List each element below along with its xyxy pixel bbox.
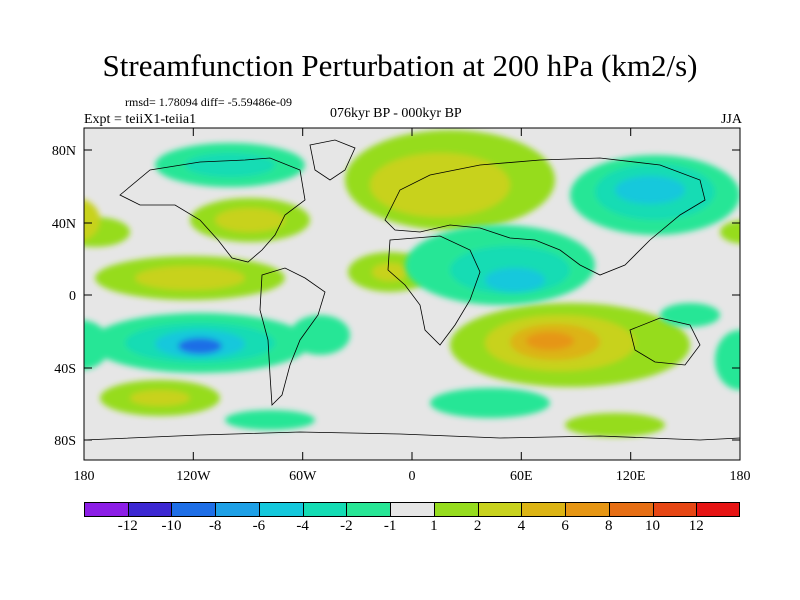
colorbar-swatch bbox=[346, 502, 391, 517]
lat-tick-40n: 40N bbox=[52, 217, 76, 232]
colorbar-swatch bbox=[258, 502, 303, 517]
lon-tick-180w: 180 bbox=[74, 469, 95, 484]
colorbar-swatch bbox=[84, 502, 128, 517]
colorbar-swatch bbox=[127, 502, 172, 517]
coastline-eurasia bbox=[384, 157, 706, 276]
lon-tick-60e: 60E bbox=[510, 469, 533, 484]
coastline-antarctica bbox=[84, 431, 740, 441]
lon-axis bbox=[83, 128, 741, 460]
experiment-label: Expt = teiiX1-teiia1 bbox=[84, 112, 197, 127]
lat-tick-80s: 80S bbox=[54, 434, 76, 449]
colorbar-level-label: -4 bbox=[296, 518, 309, 534]
coastline-south-america bbox=[259, 267, 326, 406]
colorbar-swatch bbox=[696, 502, 740, 517]
lat-axis bbox=[84, 149, 740, 441]
colorbar-swatch bbox=[171, 502, 216, 517]
colorbar-swatch bbox=[390, 502, 434, 517]
colorbar-swatch bbox=[608, 502, 653, 517]
contour-fields bbox=[84, 130, 740, 437]
colorbar-level-label: 1 bbox=[430, 518, 438, 534]
lat-tick-80n: 80N bbox=[52, 144, 76, 159]
lon-tick-120e: 120E bbox=[616, 469, 646, 484]
lon-tick-180e: 180 bbox=[730, 469, 751, 484]
colorbar-level-label: -12 bbox=[117, 518, 138, 534]
colorbar-swatch bbox=[302, 502, 347, 517]
coastline-australia bbox=[629, 317, 701, 366]
coastline-greenland bbox=[309, 139, 356, 181]
colorbar-swatch bbox=[652, 502, 697, 517]
lon-tick-120w: 120W bbox=[176, 469, 211, 484]
colorbar-swatch bbox=[565, 502, 609, 517]
colorbar-level-label: 4 bbox=[517, 518, 526, 534]
negative-anomalies bbox=[84, 143, 740, 430]
lat-tick-0: 0 bbox=[69, 289, 76, 304]
plot-title: Streamfunction Perturbation at 200 hPa (… bbox=[102, 48, 698, 83]
colorbar-swatch bbox=[215, 502, 259, 517]
period-label: 076kyr BP - 000kyr BP bbox=[330, 106, 462, 121]
colorbar-level-label: -1 bbox=[383, 518, 397, 534]
colorbar-level-label: 2 bbox=[473, 518, 482, 534]
coastline-africa bbox=[387, 235, 481, 346]
colorbar-level-label: 12 bbox=[688, 518, 704, 534]
lat-tick-40s: 40S bbox=[54, 362, 76, 377]
colorbar bbox=[84, 502, 740, 517]
colorbar-level-label: -8 bbox=[208, 518, 222, 534]
stats-text: rmsd= 1.78094 diff= -5.59486e-09 bbox=[125, 95, 292, 109]
colorbar-swatch bbox=[477, 502, 522, 517]
season-label: JJA bbox=[720, 112, 742, 127]
colorbar-level-label: -6 bbox=[252, 518, 266, 534]
colorbar-level-label: 6 bbox=[561, 518, 569, 534]
colorbar-swatch bbox=[433, 502, 478, 517]
lon-tick-60w: 60W bbox=[289, 469, 317, 484]
colorbar-level-label: 8 bbox=[605, 518, 613, 534]
colorbar-level-label: 10 bbox=[645, 518, 661, 534]
lon-tick-0: 0 bbox=[409, 469, 416, 484]
colorbar-level-label: -10 bbox=[161, 518, 182, 534]
colorbar-swatch bbox=[521, 502, 566, 517]
coastline-north-america bbox=[119, 157, 306, 263]
positive-anomalies bbox=[84, 130, 740, 437]
coastlines bbox=[84, 139, 740, 441]
colorbar-level-label: -2 bbox=[340, 518, 353, 534]
